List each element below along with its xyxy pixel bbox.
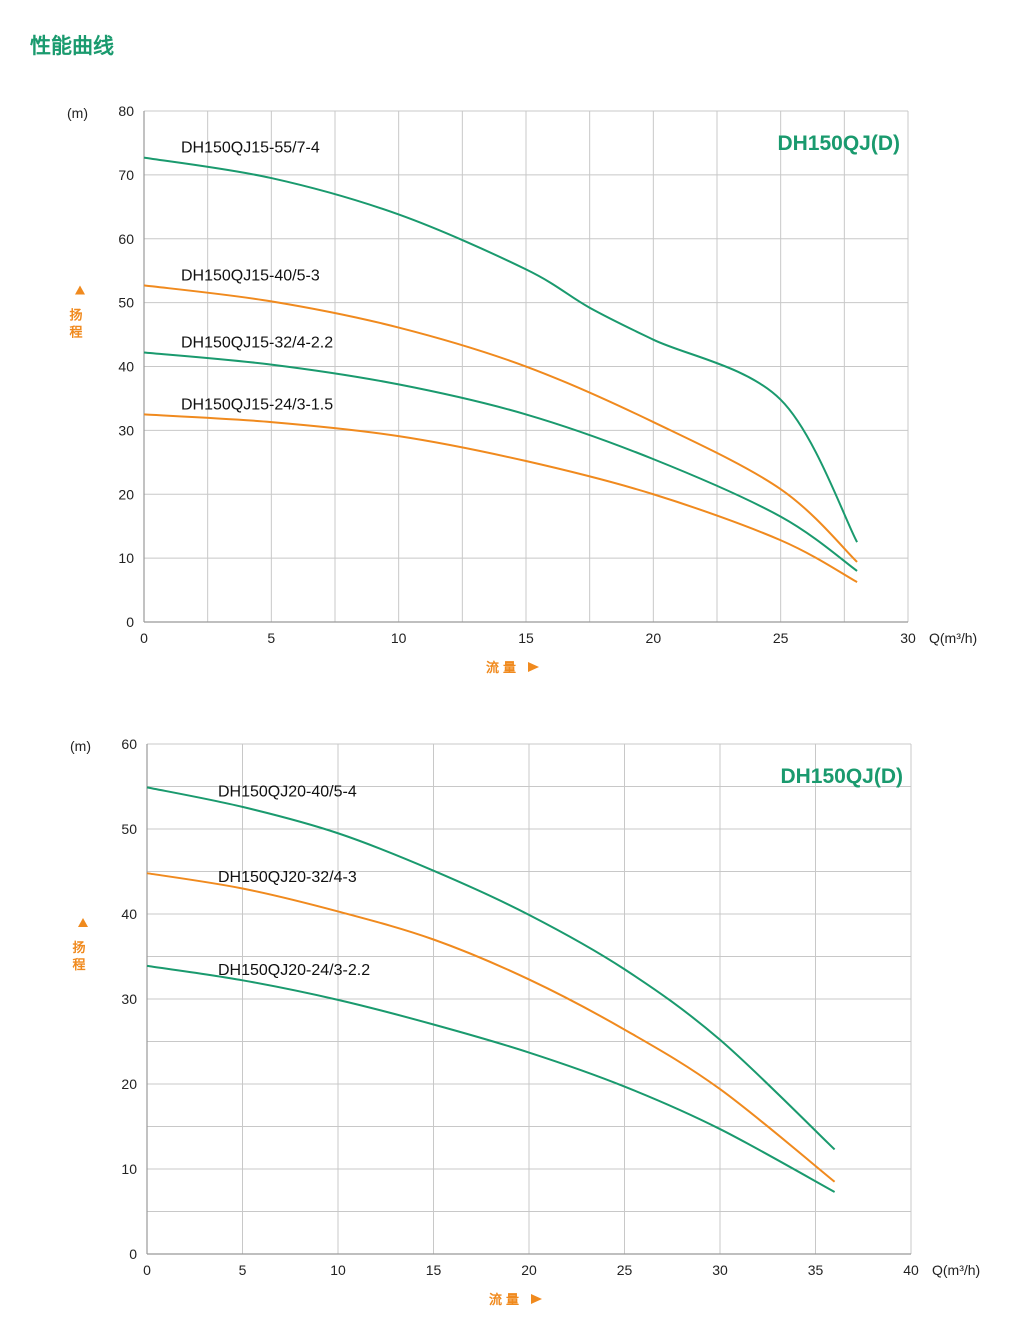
series-line-3 (146, 964, 836, 1193)
y-tick-label: 50 (121, 821, 137, 837)
y-tick-label: 30 (121, 991, 137, 1007)
x-tick-label: 20 (521, 1262, 537, 1278)
up-arrow-icon (75, 285, 85, 295)
page-title: 性能曲线 (30, 34, 114, 58)
y-unit-label: (m) (67, 105, 88, 121)
y-tick-label: 60 (121, 736, 137, 752)
y-axis-label-char: 扬 (72, 940, 85, 956)
series-line-1 (146, 786, 836, 1151)
chart-2: 0 5 10 15 20 25 30 35 40 0 10 20 30 40 50 60 (m) Q(m³/h) 扬… (70, 736, 980, 1308)
y-tick-label: 40 (121, 906, 137, 922)
x-tick-label: 0 (140, 630, 148, 646)
y-axis-label-char: 程 (69, 326, 82, 341)
x-axis-label: 流量 (486, 660, 520, 676)
x-tick-label: 15 (426, 1262, 442, 1278)
x-tick-label: 30 (900, 630, 916, 646)
y-tick-label: 40 (118, 359, 134, 375)
y-tick-label: 60 (118, 231, 134, 247)
series-label: DH150QJ15-24/3-1.5 (181, 396, 333, 413)
x-tick-label: 5 (239, 1262, 247, 1278)
y-axis-label-char: 程 (72, 958, 85, 973)
series-line-3 (143, 351, 858, 572)
x-tick-label: 10 (391, 630, 407, 646)
x-tick-label: 40 (903, 1262, 919, 1278)
series-line-2 (146, 872, 836, 1183)
right-arrow-icon (531, 1294, 542, 1304)
chart-1: 0 5 10 15 20 25 30 0 10 20 30 40 50 60 70 80 (m) Q(m³/h) 扬… (67, 103, 977, 676)
right-arrow-icon (528, 662, 539, 672)
y-tick-label: 10 (121, 1161, 137, 1177)
series-label: DH150QJ15-32/4-2.2 (181, 334, 333, 351)
x-tick-label: 30 (712, 1262, 728, 1278)
x-tick-label: 5 (267, 630, 275, 646)
x-tick-label: 0 (143, 1262, 151, 1278)
series-line-4 (143, 413, 858, 583)
series-label: DH150QJ15-55/7-4 (181, 140, 320, 157)
x-tick-label: 10 (330, 1262, 346, 1278)
y-tick-label: 20 (121, 1076, 137, 1092)
chart-model-title: DH150QJ(D) (777, 132, 900, 155)
y-tick-label: 0 (129, 1246, 137, 1262)
y-tick-label: 50 (118, 295, 134, 311)
series-label: DH150QJ20-24/3-2.2 (218, 962, 370, 979)
x-tick-label: 25 (617, 1262, 633, 1278)
x-tick-label: 25 (773, 630, 789, 646)
series-line-1 (143, 156, 858, 543)
y-unit-label: (m) (70, 738, 91, 754)
y-tick-label: 0 (126, 614, 134, 630)
y-axis-label-char: 扬 (69, 308, 82, 324)
y-tick-label: 30 (118, 422, 134, 438)
series-label: DH150QJ15-40/5-3 (181, 267, 320, 284)
x-tick-label: 15 (518, 630, 534, 646)
y-tick-label: 20 (118, 486, 134, 502)
chart-model-title: DH150QJ(D) (780, 765, 903, 788)
series-line-2 (143, 284, 858, 563)
y-tick-label: 80 (118, 103, 134, 119)
y-tick-label: 70 (118, 167, 134, 183)
x-tick-label: 35 (808, 1262, 824, 1278)
x-unit-label: Q(m³/h) (932, 1262, 980, 1278)
up-arrow-icon (78, 918, 88, 927)
x-unit-label: Q(m³/h) (929, 630, 977, 646)
series-label: DH150QJ20-40/5-4 (218, 783, 357, 800)
x-axis-label: 流量 (489, 1292, 523, 1308)
y-tick-label: 10 (118, 550, 134, 566)
x-tick-label: 20 (646, 630, 662, 646)
series-label: DH150QJ20-32/4-3 (218, 869, 357, 886)
